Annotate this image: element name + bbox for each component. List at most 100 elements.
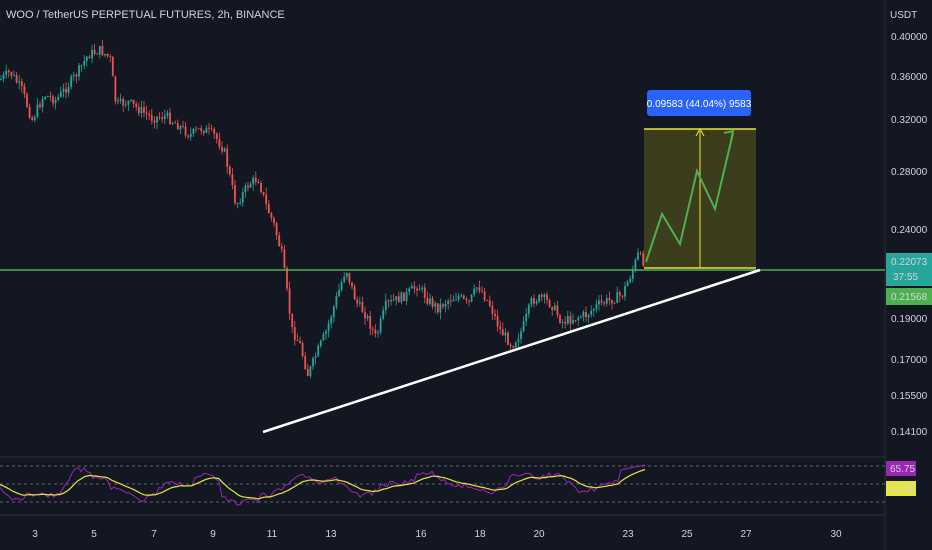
- price-tick-label: 0.32000: [891, 115, 928, 126]
- candle-body: [525, 313, 528, 322]
- candle-body: [410, 286, 413, 289]
- candle-body: [330, 317, 333, 324]
- candle-body: [241, 192, 244, 203]
- projected-path: [645, 132, 734, 263]
- candle-body: [317, 345, 320, 357]
- candle-body: [499, 326, 502, 330]
- candle-body: [0, 79, 2, 80]
- candle-body: [548, 300, 551, 308]
- candle-body: [124, 104, 127, 106]
- candle-body: [348, 273, 351, 283]
- candle-body: [369, 315, 372, 329]
- candle-body: [491, 306, 494, 314]
- osc-signal-tag: [886, 481, 916, 496]
- candle-body: [156, 116, 158, 123]
- candle-body: [457, 296, 460, 300]
- candle-body: [382, 310, 385, 319]
- candle-body: [637, 252, 639, 260]
- candle-body: [111, 56, 114, 77]
- candle-body: [202, 130, 205, 134]
- candle-body: [270, 213, 273, 219]
- candle-body: [400, 292, 403, 303]
- candle-body: [200, 128, 203, 131]
- candle-body: [184, 126, 187, 136]
- candle-body: [535, 301, 538, 304]
- candle-body: [91, 49, 93, 59]
- candle-body: [592, 309, 595, 311]
- level-price-value: 0.21568: [891, 292, 928, 303]
- candle-body: [117, 100, 119, 102]
- candle-body: [624, 285, 626, 297]
- candle-body: [577, 317, 580, 321]
- candle-body: [590, 310, 593, 315]
- candle-body: [249, 184, 252, 188]
- candle-body: [247, 185, 249, 188]
- candle-body: [335, 296, 338, 307]
- candle-body: [626, 281, 629, 286]
- candle-body: [468, 300, 470, 302]
- candle-body: [182, 125, 184, 127]
- candle-body: [452, 299, 455, 302]
- candle-body: [429, 298, 431, 304]
- candle-body: [236, 203, 239, 204]
- candle-body: [5, 70, 8, 75]
- ascending-trendline[interactable]: [262, 268, 761, 434]
- candle-body: [488, 300, 491, 307]
- candle-body: [104, 53, 106, 56]
- candle-body: [449, 300, 452, 302]
- candle-body: [26, 94, 28, 107]
- candle-body: [33, 116, 36, 121]
- candle-body: [293, 327, 296, 341]
- candle-body: [80, 65, 83, 67]
- candle-body: [421, 287, 424, 290]
- candle-body: [41, 98, 44, 108]
- time-tick-label: 11: [267, 529, 278, 540]
- candle-body: [605, 298, 608, 304]
- candle-body: [166, 112, 169, 116]
- candle-body: [171, 122, 174, 124]
- candle-body: [621, 295, 624, 297]
- candle-body: [231, 174, 234, 186]
- candle-body: [223, 148, 226, 152]
- candle-body: [98, 45, 101, 55]
- candle-body: [574, 320, 577, 321]
- candle-body: [10, 72, 13, 76]
- candle-body: [70, 76, 73, 88]
- candle-body: [322, 334, 325, 341]
- candle-body: [585, 312, 587, 318]
- candle-body: [304, 356, 307, 369]
- candle-body: [423, 287, 426, 298]
- candle-body: [283, 249, 286, 269]
- projected-path-arrowhead: [723, 129, 735, 142]
- candle-body: [195, 128, 197, 130]
- candle-body: [514, 342, 517, 348]
- candle-body: [504, 332, 507, 336]
- candle-body: [455, 299, 457, 301]
- candle-body: [306, 368, 309, 377]
- candle-body: [145, 112, 148, 114]
- candle-body: [106, 53, 109, 56]
- candle-body: [501, 329, 504, 336]
- candle-body: [161, 117, 164, 120]
- candle-body: [205, 127, 208, 134]
- time-tick-label: 13: [325, 529, 337, 540]
- candle-body: [83, 61, 86, 66]
- candle-body: [473, 288, 476, 295]
- candle-body: [642, 253, 645, 266]
- candle-body: [275, 223, 278, 236]
- price-axis-currency: USDT: [890, 10, 917, 21]
- candle-body: [327, 323, 330, 332]
- candle-body: [93, 49, 96, 54]
- candle-body: [88, 56, 91, 59]
- candle-body: [494, 313, 496, 317]
- candle-body: [234, 185, 236, 204]
- candle-body: [46, 96, 49, 98]
- candle-body: [49, 96, 52, 97]
- candle-body: [481, 290, 483, 292]
- candle-body: [426, 297, 429, 304]
- candle-body: [18, 81, 21, 83]
- candle-body: [522, 321, 525, 332]
- candle-body: [158, 116, 161, 118]
- candle-body: [600, 300, 603, 303]
